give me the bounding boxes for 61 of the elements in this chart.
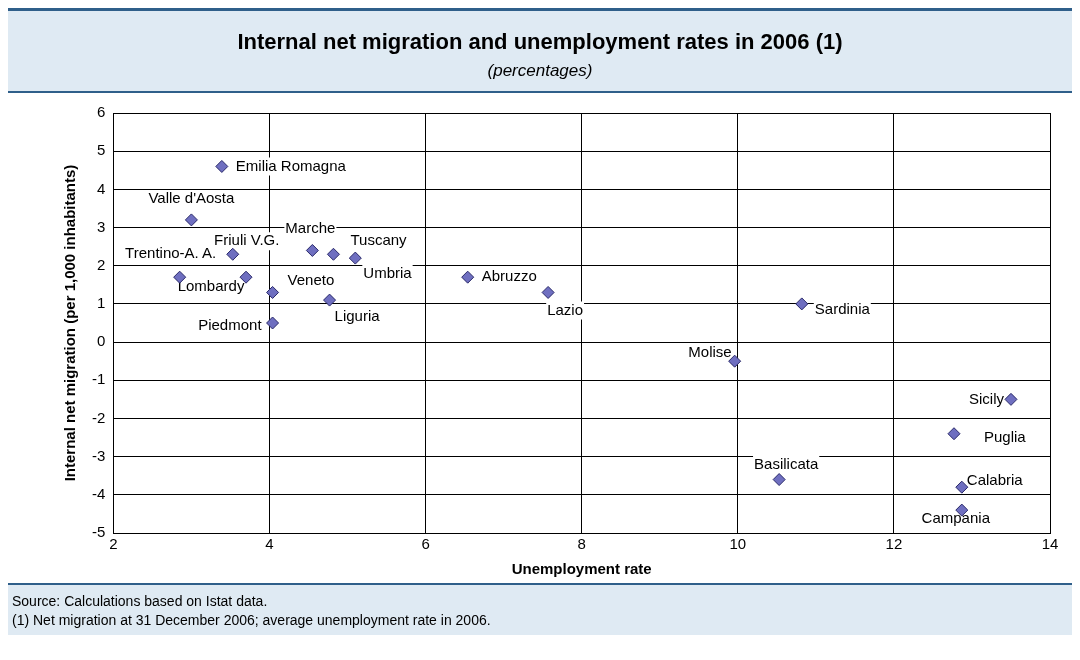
annotation: Emilia Romagna bbox=[235, 156, 347, 174]
point bbox=[326, 247, 340, 261]
point bbox=[184, 213, 198, 227]
chart-title: Internal net migration and unemployment rates in 2006 (1) bbox=[236, 29, 844, 55]
annotation: Abruzzo bbox=[481, 267, 537, 285]
y-tick-label: -3 bbox=[91, 446, 106, 464]
annotation: Piedmont bbox=[198, 316, 263, 334]
y-tick-label: -5 bbox=[91, 523, 106, 541]
annotation: Basilicata bbox=[754, 454, 819, 472]
annotation: Friuli V.G. bbox=[214, 231, 280, 249]
point bbox=[795, 297, 809, 311]
annotation: Calabria bbox=[966, 471, 1024, 489]
y-tick-label: -4 bbox=[91, 484, 106, 502]
point bbox=[323, 293, 337, 307]
y-tick-label: 2 bbox=[96, 255, 106, 273]
point bbox=[266, 316, 280, 330]
point bbox=[772, 473, 786, 487]
annotation: Trentino-A. A. bbox=[125, 244, 217, 262]
y-tick-label: 1 bbox=[96, 294, 106, 312]
point bbox=[955, 480, 969, 494]
annotation: Molise bbox=[688, 343, 732, 361]
y-tick-label: 0 bbox=[96, 332, 106, 350]
source-note: Source: Calculations based on Istat data. bbox=[12, 593, 269, 609]
x-tick-label: 10 bbox=[729, 535, 747, 553]
chart-subtitle: (percentages) bbox=[486, 61, 594, 81]
point bbox=[305, 243, 319, 257]
annotation: Lazio bbox=[547, 300, 584, 318]
x-tick-label: 12 bbox=[885, 535, 903, 553]
annotation: Umbria bbox=[363, 264, 413, 282]
annotation: Tuscany bbox=[350, 231, 408, 249]
point bbox=[215, 159, 229, 173]
annotation: Marche bbox=[285, 218, 336, 236]
annotation: Liguria bbox=[334, 307, 381, 325]
x-tick-label: 6 bbox=[421, 535, 430, 553]
annotation: Puglia bbox=[983, 427, 1027, 445]
y-tick-label: 4 bbox=[96, 179, 106, 197]
annotation: Sardinia bbox=[814, 300, 871, 318]
annotation: Valle d'Aosta bbox=[148, 189, 236, 207]
x-tick-label: 14 bbox=[1041, 535, 1059, 553]
y-axis-title: Internal net migration (per 1,000 inhabitants) bbox=[61, 164, 79, 482]
annotation: Campania bbox=[921, 509, 991, 527]
x-tick-label: 8 bbox=[577, 535, 586, 553]
point bbox=[266, 285, 280, 299]
x-tick-label: 4 bbox=[265, 535, 274, 553]
y-tick-label: -2 bbox=[91, 408, 106, 426]
annotation: Veneto bbox=[287, 270, 335, 288]
point bbox=[1004, 392, 1018, 406]
annotation: Lombardy bbox=[177, 277, 245, 295]
y-tick-label: -1 bbox=[91, 370, 106, 388]
annotation: Sicily bbox=[968, 389, 1005, 407]
x-tick-label: 2 bbox=[109, 535, 118, 553]
y-tick-label: 6 bbox=[96, 103, 106, 121]
point bbox=[541, 285, 555, 299]
y-tick-label: 3 bbox=[96, 217, 106, 235]
x-axis-title: Unemployment rate bbox=[511, 560, 652, 578]
point bbox=[461, 270, 475, 284]
point bbox=[947, 427, 961, 441]
point bbox=[226, 247, 240, 261]
y-tick-label: 5 bbox=[96, 141, 106, 159]
text: (1) Net migration at 31 December 2006; average unemployment rate in 2006. bbox=[12, 612, 492, 628]
point bbox=[348, 251, 362, 265]
